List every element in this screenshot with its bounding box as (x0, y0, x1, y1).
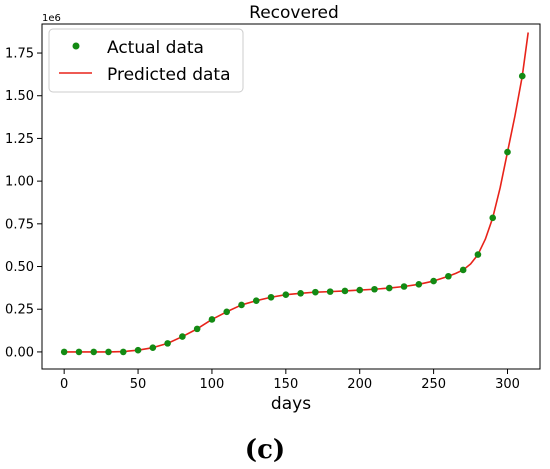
actual-data-point (341, 287, 349, 295)
actual-data-point (474, 251, 482, 258)
legend-frame (48, 28, 244, 93)
x-tick-label: 250 (421, 377, 446, 392)
actual-data-point (504, 148, 511, 156)
y-tick-label: 1.00 (5, 175, 34, 190)
actual-data-point (518, 72, 526, 80)
actual-data-point (415, 280, 423, 288)
actual-data-point (297, 290, 304, 297)
chart-title: Recovered (249, 3, 339, 23)
actual-data-point (134, 346, 142, 354)
actual-data-point (459, 266, 467, 274)
y-tick-label: 0.50 (5, 260, 34, 275)
actual-data-point (312, 288, 319, 296)
actual-data-point (119, 348, 127, 356)
actual-data-point (371, 285, 378, 293)
legend: Actual data Predicted data (48, 28, 244, 93)
x-tick-label: 100 (200, 377, 225, 392)
axes-frame (41, 23, 541, 370)
y-tick-label: 1.25 (5, 132, 34, 147)
actual-data-point (179, 333, 186, 340)
y-tick-label: 0.00 (5, 345, 34, 360)
actual-data-point (164, 340, 171, 347)
actual-data-point (105, 348, 112, 356)
actual-data-point (60, 348, 68, 356)
actual-data-point (445, 272, 452, 280)
actual-data-point (400, 283, 408, 290)
x-tick-label: 200 (347, 377, 372, 392)
actual-data-point (252, 297, 260, 304)
x-axis-label: days (271, 394, 311, 414)
actual-data-point (193, 325, 201, 333)
actual-data-point (267, 293, 275, 301)
panel-label: (c) (245, 435, 285, 465)
actual-data-point (208, 316, 216, 323)
legend-label-actual: Actual data (107, 38, 204, 58)
actual-data-point (223, 308, 231, 316)
legend-marker-actual (72, 42, 80, 50)
y-tick-label: 0.25 (5, 303, 34, 318)
actual-data-point (356, 286, 364, 294)
actual-data-point (385, 284, 393, 292)
actual-data-point (489, 214, 497, 222)
actual-data-point (90, 348, 98, 356)
x-tick-label: 0 (60, 377, 68, 392)
actual-data-point (238, 301, 245, 309)
y-tick-label: 1.50 (5, 89, 34, 104)
actual-data-point (326, 288, 334, 295)
plot-area: 0 50 100 150 200 250 300 0.00 0.25 0.50 0.75 1.00 1.… (5, 23, 541, 392)
x-tick-label: 50 (130, 377, 147, 392)
actual-data-point (430, 277, 437, 285)
actual-data-point (282, 291, 290, 299)
actual-data-point (149, 344, 157, 351)
x-tick-label: 300 (495, 377, 520, 392)
x-tick-label: 150 (273, 377, 298, 392)
legend-label-predicted: Predicted data (107, 65, 231, 85)
y-tick-label: 0.75 (5, 217, 34, 232)
y-offset-label: 1e6 (42, 13, 61, 24)
y-tick-label: 1.75 (5, 47, 34, 62)
actual-data-point (75, 348, 83, 356)
